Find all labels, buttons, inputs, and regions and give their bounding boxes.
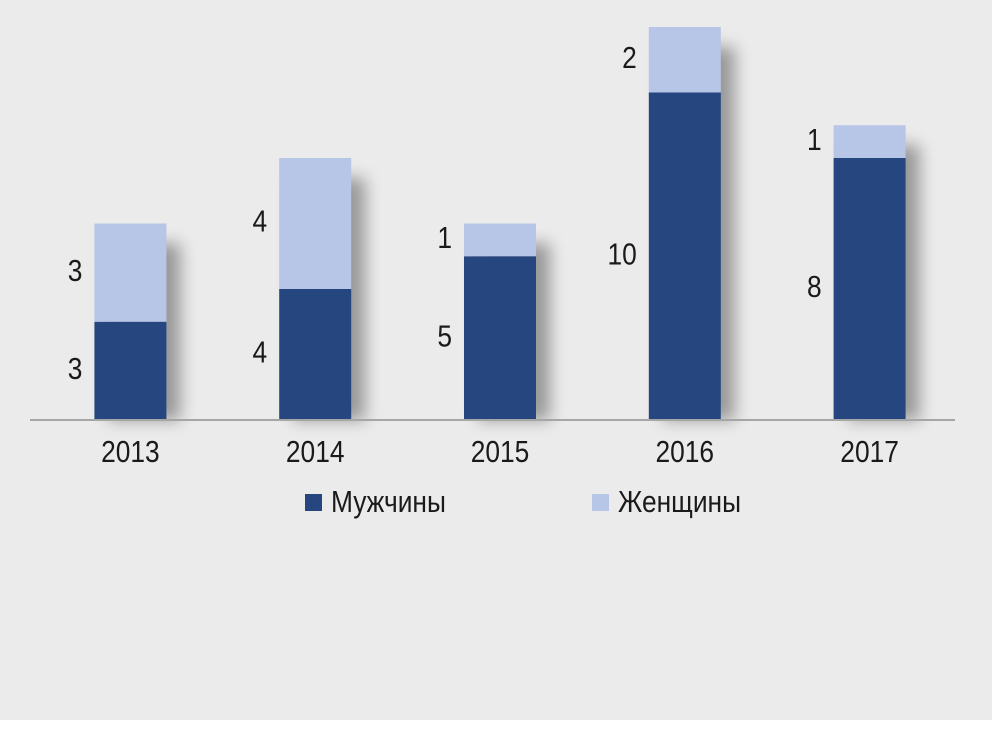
data-label: 4 [253, 336, 268, 370]
bar-segment [648, 92, 721, 420]
data-label: 5 [437, 319, 452, 353]
bar-segment [648, 27, 721, 93]
bar-segment [833, 125, 906, 158]
bar-segment [464, 256, 536, 420]
data-label: 3 [68, 352, 83, 386]
data-label: 3 [68, 254, 83, 288]
legend-swatch [305, 494, 322, 511]
data-label: 1 [437, 221, 452, 255]
x-tick-label: 2016 [656, 435, 715, 469]
legend-swatch [592, 494, 609, 511]
x-tick-label: 2017 [840, 435, 899, 469]
bar-segment [94, 223, 167, 322]
data-label: 1 [807, 123, 822, 157]
data-label: 4 [253, 205, 268, 239]
bar-segment [464, 223, 536, 257]
bar-segment [279, 289, 352, 420]
bar-segment [833, 158, 906, 420]
bar-segment [279, 158, 352, 289]
data-label: 8 [807, 270, 822, 304]
data-label: 2 [622, 41, 637, 75]
data-label: 10 [608, 237, 637, 271]
x-tick-label: 2014 [286, 435, 345, 469]
x-tick-label: 2015 [471, 435, 530, 469]
x-tick-label: 2013 [101, 435, 160, 469]
legend-label: Женщины [618, 485, 741, 519]
bar-segment [94, 321, 167, 420]
legend-label: Мужчины [331, 485, 446, 519]
